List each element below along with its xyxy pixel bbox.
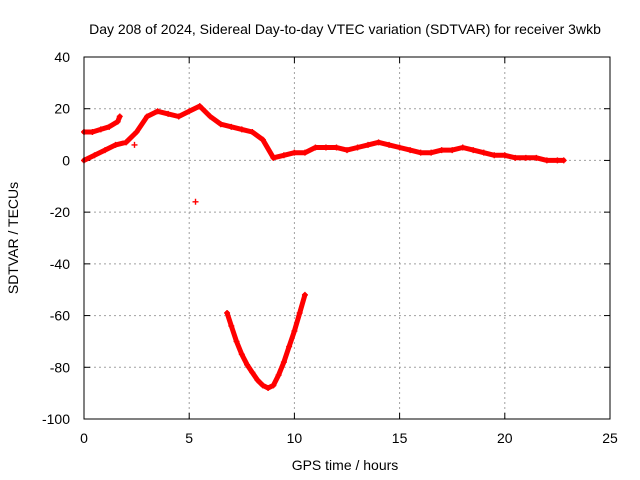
- data-point: [470, 147, 477, 154]
- data-point: [491, 152, 498, 159]
- data-point: [217, 121, 224, 128]
- data-point: [165, 110, 172, 117]
- data-point: [238, 351, 245, 358]
- y-tick-label: 0: [62, 152, 70, 168]
- x-tick-label: 0: [80, 430, 88, 446]
- data-point: [265, 384, 272, 391]
- data-point: [196, 103, 203, 110]
- data-point: [89, 128, 96, 135]
- data-point: [228, 322, 235, 329]
- y-tick-label: 40: [54, 49, 70, 65]
- series-upper-early-arc: [81, 113, 123, 135]
- data-point: [144, 113, 151, 120]
- data-point: [396, 144, 403, 151]
- data-point: [275, 372, 282, 379]
- data-point: [301, 149, 308, 156]
- data-point: [428, 149, 435, 156]
- data-point: [254, 377, 261, 384]
- data-point: [116, 113, 123, 120]
- data-point: [114, 118, 121, 125]
- data-point: [249, 369, 256, 376]
- data-point: [533, 154, 540, 161]
- data-point: [365, 141, 372, 148]
- data-point: [91, 152, 98, 159]
- data-point: [238, 126, 245, 133]
- data-point: [344, 147, 350, 154]
- data-point: [375, 139, 382, 146]
- data-point: [560, 157, 567, 164]
- data-point: [386, 141, 393, 148]
- data-point: [259, 136, 266, 143]
- x-tick-labels: 0 5 10 15 20 25: [80, 430, 618, 446]
- data-point: [131, 141, 138, 148]
- y-axis-label: SDTVAR / TECUs: [5, 182, 21, 294]
- data-point: [296, 309, 303, 316]
- data-point: [286, 343, 293, 350]
- y-tick-labels: -100 -80 -60 -40 -20 0 20 40: [42, 49, 70, 427]
- x-axis-label: GPS time / hours: [292, 457, 399, 473]
- data-point: [175, 113, 182, 120]
- data-point: [186, 108, 193, 115]
- data-point: [322, 144, 329, 151]
- data-point: [259, 382, 266, 389]
- data-point: [280, 152, 287, 159]
- data-point: [512, 154, 519, 161]
- data-point: [291, 328, 298, 335]
- data-series: [81, 103, 567, 391]
- y-tick-label: 20: [54, 101, 70, 117]
- data-point: [233, 338, 240, 345]
- data-point: [154, 108, 161, 115]
- x-tick-label: 25: [602, 430, 618, 446]
- data-point: [554, 157, 561, 164]
- series-band: [224, 292, 308, 391]
- data-point: [270, 154, 277, 161]
- data-point: [291, 149, 298, 156]
- data-point: [522, 154, 529, 161]
- y-tick-label: -60: [50, 308, 70, 324]
- data-point: [249, 128, 256, 135]
- data-point: [224, 309, 231, 316]
- data-point: [280, 359, 287, 366]
- y-tick-label: -100: [42, 411, 70, 427]
- data-point: [407, 147, 414, 154]
- data-point: [438, 147, 445, 154]
- data-point: [112, 141, 119, 148]
- x-tick-label: 20: [497, 430, 513, 446]
- data-point: [270, 382, 277, 389]
- y-tick-label: -80: [50, 359, 70, 375]
- x-tick-label: 10: [287, 430, 303, 446]
- y-tick-label: -20: [50, 204, 70, 220]
- x-tick-label: 15: [392, 430, 408, 446]
- x-tick-label: 5: [185, 430, 193, 446]
- data-point: [244, 361, 251, 368]
- data-point: [501, 152, 508, 159]
- data-point: [192, 198, 199, 205]
- grid-lines: [84, 57, 610, 419]
- data-point: [459, 144, 466, 151]
- data-point: [97, 126, 104, 133]
- data-point: [207, 113, 214, 120]
- data-point: [333, 144, 340, 151]
- chart-title: Day 208 of 2024, Sidereal Day-to-day VTE…: [89, 21, 601, 37]
- data-point: [543, 157, 550, 164]
- data-point: [354, 144, 361, 151]
- data-point: [301, 291, 308, 298]
- data-point: [228, 123, 235, 130]
- plot-frame: [83, 56, 611, 420]
- series-main-band: [81, 103, 567, 164]
- data-point: [480, 149, 487, 156]
- y-tick-label: -40: [50, 256, 70, 272]
- data-point: [417, 149, 424, 156]
- series-v-shaped-arc: [224, 291, 308, 391]
- data-point: [449, 147, 456, 154]
- data-point: [123, 139, 130, 146]
- data-point: [312, 144, 319, 151]
- series-outliers: [131, 141, 199, 205]
- data-point: [133, 128, 140, 135]
- data-point: [102, 147, 109, 154]
- data-point: [106, 123, 113, 130]
- series-band: [81, 103, 567, 163]
